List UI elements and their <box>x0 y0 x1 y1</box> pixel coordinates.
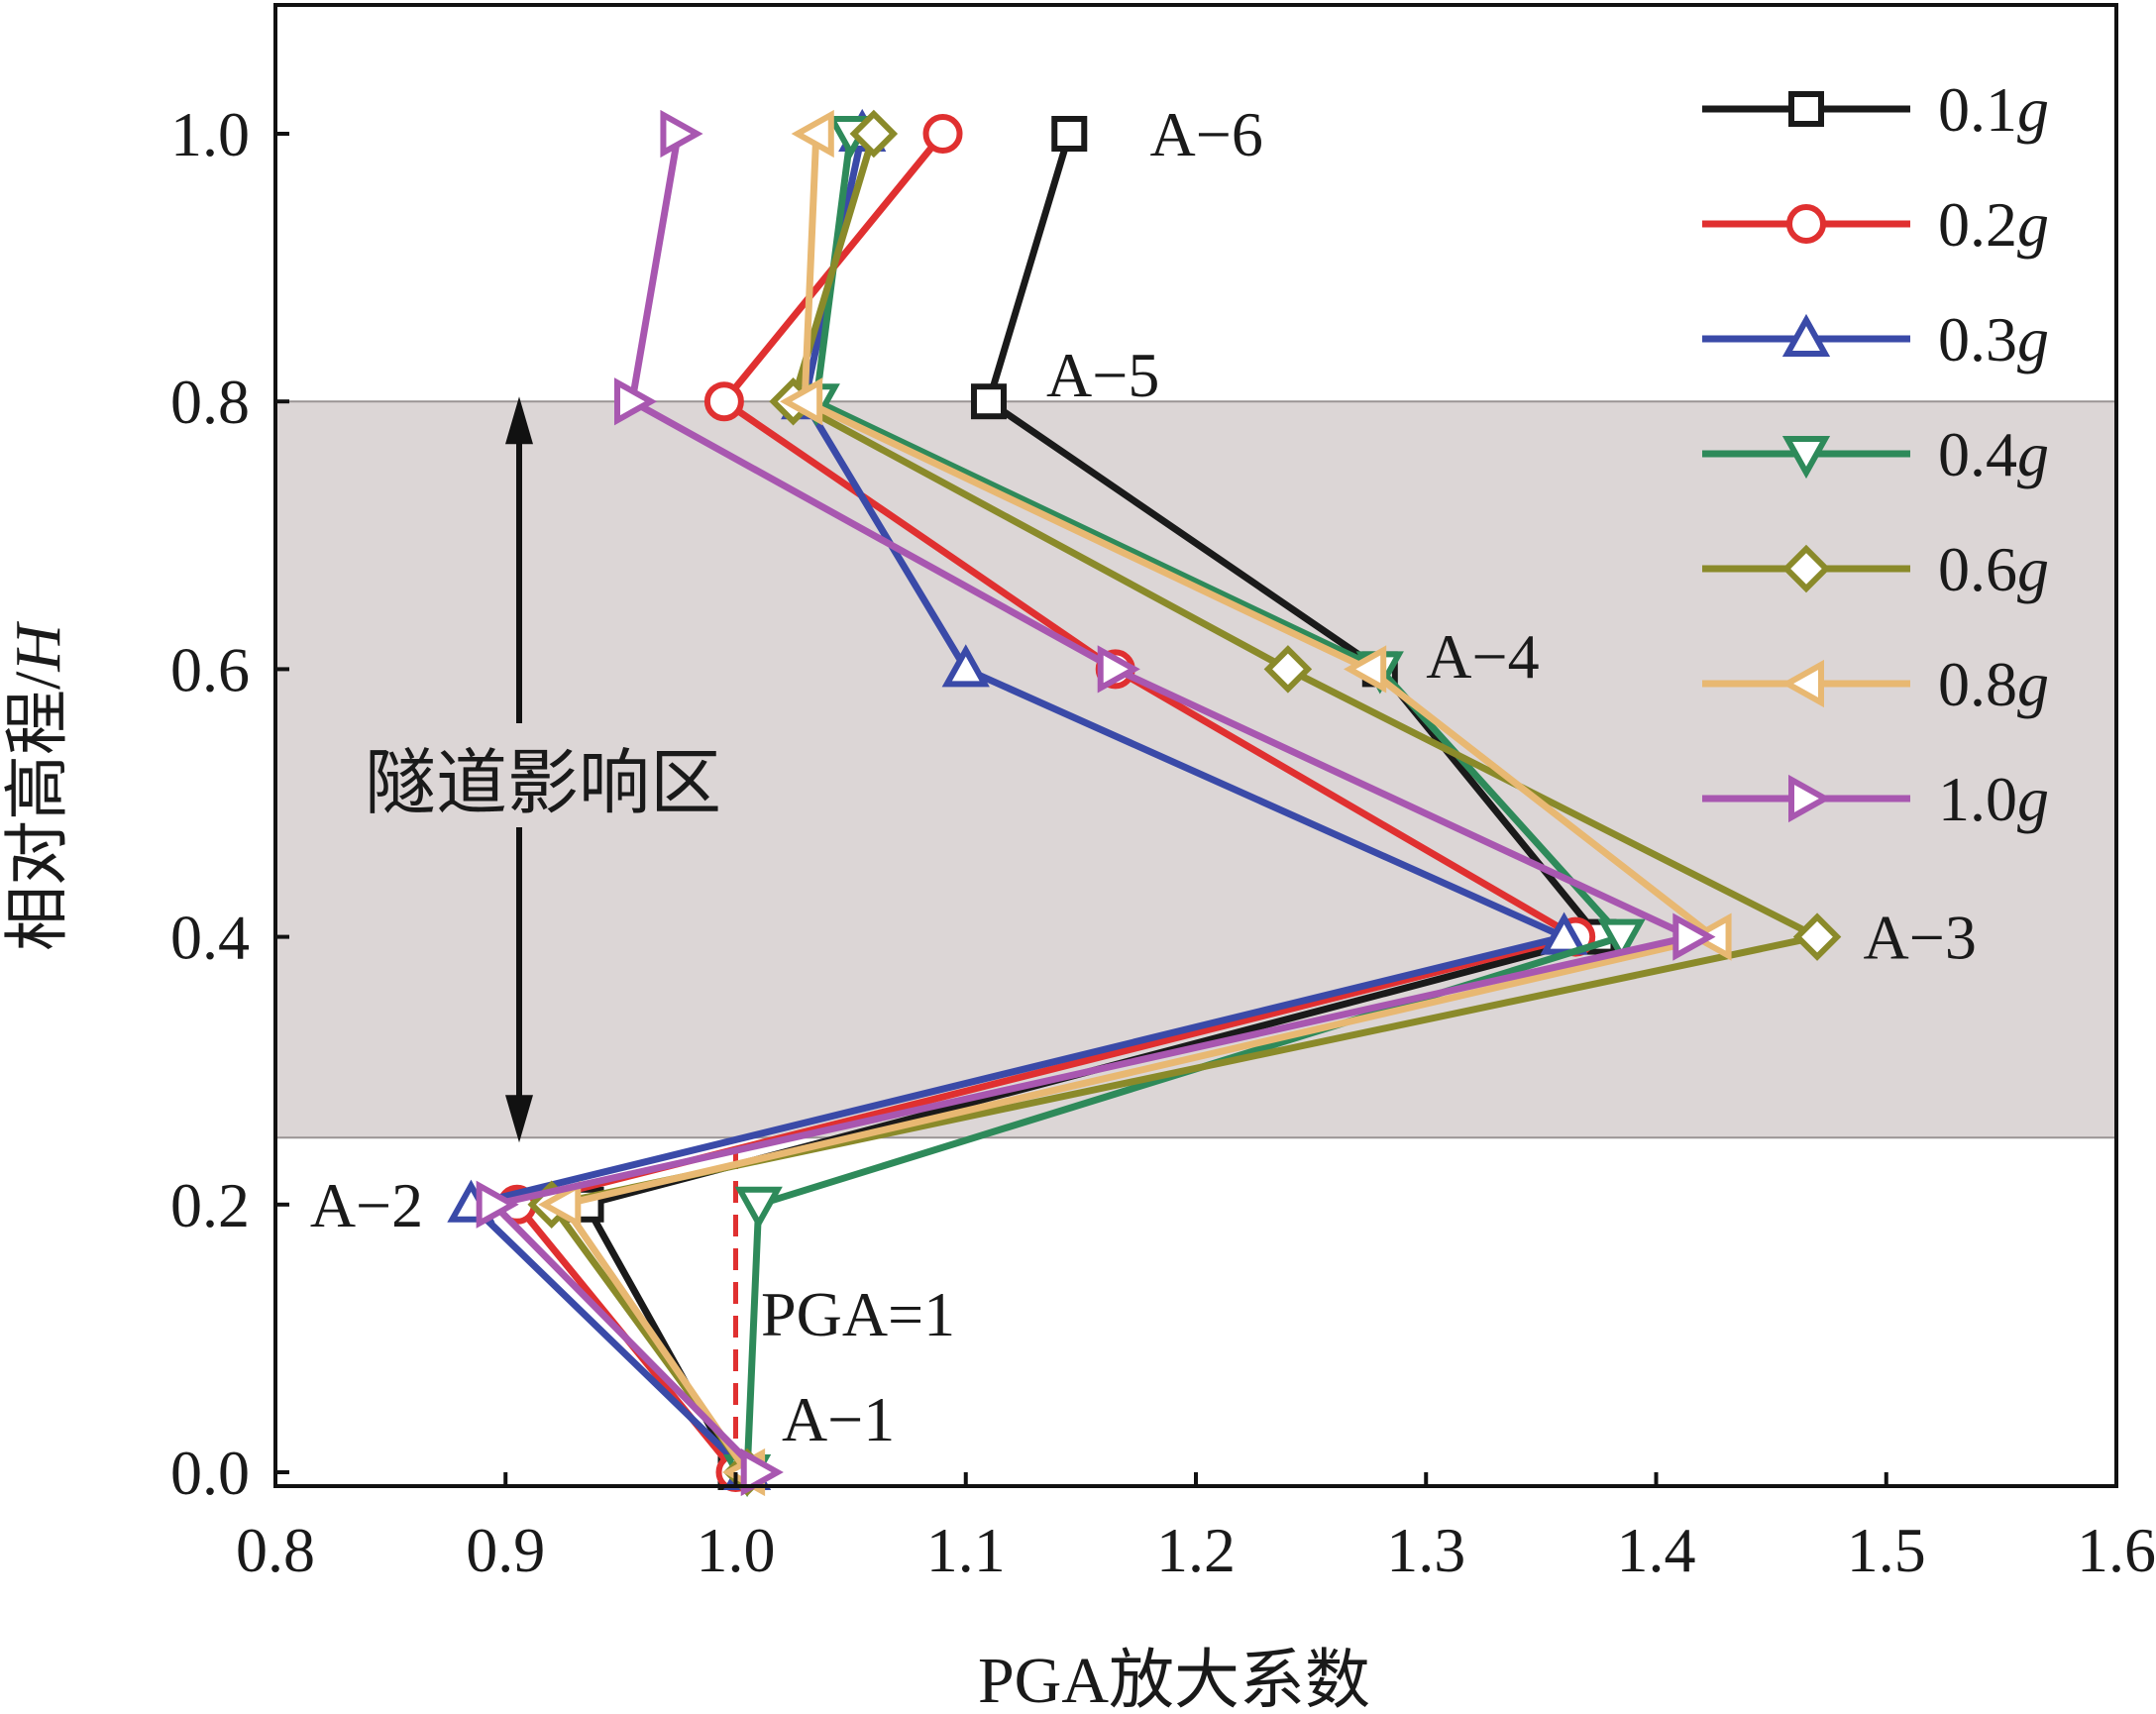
data-point <box>476 1180 519 1229</box>
x-tick-label: 1.3 <box>1386 1515 1465 1585</box>
legend-label: 0.2g <box>1938 189 2049 260</box>
reference-line-label: PGA=1 <box>761 1279 955 1349</box>
data-point <box>849 109 899 159</box>
data-point <box>922 114 963 154</box>
legend-item: 0.1g <box>1702 74 2049 145</box>
x-tick-label: 0.9 <box>466 1515 545 1585</box>
series-line <box>557 133 1722 1474</box>
data-point <box>1792 912 1842 961</box>
point-label: A−1 <box>782 1384 895 1454</box>
legend-marker <box>1786 204 1826 244</box>
legend-label: 1.0g <box>1938 764 2049 834</box>
data-point <box>660 109 703 159</box>
x-axis-label: PGA放大系数 <box>978 1645 1370 1714</box>
annotations-group: A−1 A−2 A−3 A−4 A−5 A−6 <box>310 99 1977 1454</box>
zone-arrow-down-head <box>505 1095 533 1143</box>
series-line <box>581 132 1605 1474</box>
y-tick-label: 0.6 <box>170 634 250 704</box>
data-point <box>1051 116 1088 152</box>
x-tick-label: 1.5 <box>1847 1515 1926 1585</box>
y-tick-label: 0.4 <box>170 903 250 973</box>
legend-item: 1.0g <box>1702 764 2049 834</box>
series-line <box>510 131 1585 1475</box>
point-label: A−3 <box>1864 903 1977 973</box>
legend-label: 0.6g <box>1938 534 2049 604</box>
x-tick-label: 1.4 <box>1617 1515 1696 1585</box>
data-point <box>791 109 834 159</box>
data-point <box>703 381 744 422</box>
data-point <box>970 383 1007 420</box>
ticks-group: 0.8 0.9 1.0 1.1 1.2 1.3 1.4 1.5 1.6 0.0 0.2 0.4 0.6 0… <box>170 99 2156 1585</box>
y-tick-label: 1.0 <box>170 99 250 169</box>
legend-item: 0.4g <box>1702 419 2049 489</box>
legend-item: 0.3g <box>1702 304 2049 375</box>
data-point <box>1263 645 1313 694</box>
legend-label: 0.4g <box>1938 419 2049 489</box>
legend-marker <box>1781 544 1831 593</box>
x-tick-label: 1.1 <box>926 1515 1006 1585</box>
legend-marker <box>1788 91 1824 127</box>
x-tick-label: 1.2 <box>1156 1515 1236 1585</box>
series-group <box>447 108 1842 1498</box>
series-1-0g <box>476 109 1716 1497</box>
legend-marker <box>1780 659 1824 708</box>
legend-label: 0.1g <box>1938 74 2049 145</box>
data-point <box>1672 912 1716 961</box>
point-label: A−2 <box>310 1170 423 1240</box>
zone-arrow-up-head <box>505 396 533 445</box>
x-tick-label: 0.8 <box>236 1515 315 1585</box>
y-tick-label: 0.2 <box>170 1170 250 1240</box>
data-point <box>941 644 990 688</box>
legend-marker <box>1781 436 1831 480</box>
data-point <box>734 1186 783 1230</box>
series-line <box>464 133 1575 1475</box>
data-point <box>538 1180 582 1229</box>
x-tick-label: 1.6 <box>2077 1515 2156 1585</box>
legend-item: 0.8g <box>1702 649 2049 719</box>
legend-marker <box>1781 313 1831 357</box>
legend-item: 0.6g <box>1702 534 2049 604</box>
y-tick-label: 0.0 <box>170 1438 250 1508</box>
data-point <box>780 377 823 426</box>
shaded-region-label: 隧道影响区 <box>365 744 721 823</box>
y-axis-label: 相对高程/H <box>2 621 74 951</box>
data-point <box>1344 645 1387 694</box>
reference-line-group: PGA=1 <box>733 1150 955 1472</box>
series-line <box>743 133 1628 1473</box>
point-label: A−6 <box>1150 99 1263 169</box>
legend-item: 0.2g <box>1702 189 2049 260</box>
data-point <box>1097 645 1140 694</box>
data-point <box>740 1447 784 1497</box>
y-tick-label: 0.8 <box>170 367 250 437</box>
y-axis-label-italic: H <box>2 621 74 673</box>
y-axis-label-text: 相对高程/ <box>2 671 74 951</box>
legend-label: 0.3g <box>1938 304 2049 375</box>
legend-label: 0.8g <box>1938 649 2049 719</box>
point-label: A−5 <box>1046 340 1159 410</box>
data-point <box>613 377 658 426</box>
legend-marker <box>1788 774 1832 823</box>
x-tick-label: 1.0 <box>697 1515 776 1585</box>
series-line <box>486 133 1702 1475</box>
data-point <box>1597 918 1646 962</box>
legend: 0.1g 0.2g 0.3g 0.4g 0.6g 0.8g 1.0g <box>1702 74 2049 834</box>
point-label: A−4 <box>1426 621 1539 692</box>
